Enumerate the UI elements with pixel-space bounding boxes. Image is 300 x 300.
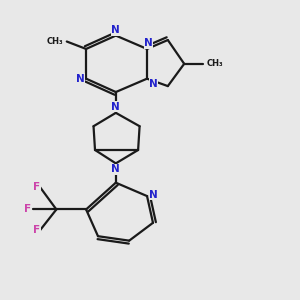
Text: F: F xyxy=(34,225,40,235)
Text: F: F xyxy=(24,204,31,214)
Text: N: N xyxy=(111,25,120,35)
Text: N: N xyxy=(144,38,153,48)
Text: CH₃: CH₃ xyxy=(46,37,63,46)
Text: N: N xyxy=(111,164,120,174)
Text: F: F xyxy=(34,182,40,192)
Text: N: N xyxy=(76,74,85,84)
Text: CH₃: CH₃ xyxy=(206,59,223,68)
Text: N: N xyxy=(149,190,158,200)
Text: N: N xyxy=(111,102,120,112)
Text: N: N xyxy=(149,79,158,89)
